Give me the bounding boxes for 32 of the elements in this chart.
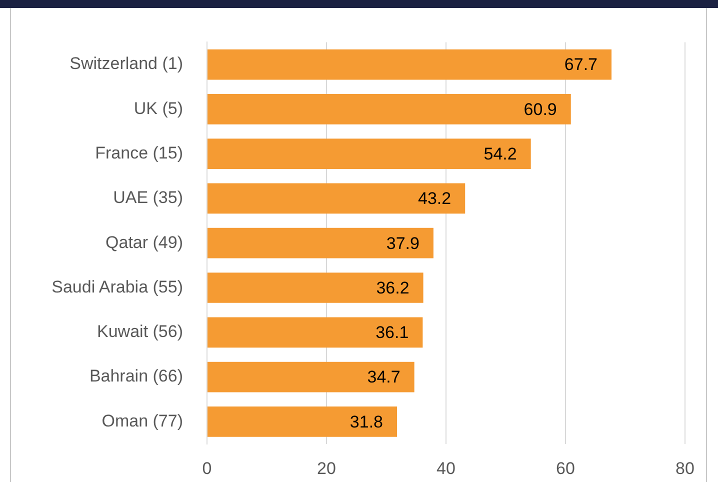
- bar: [208, 317, 423, 348]
- bar: [208, 362, 414, 392]
- data-label: 36.2: [376, 278, 410, 298]
- bar: [208, 94, 571, 124]
- data-label: 31.8: [350, 412, 384, 432]
- data-label: 37.9: [386, 234, 420, 253]
- x-tick-label: 0: [202, 458, 212, 478]
- data-label: 36.1: [376, 323, 409, 342]
- bar: [208, 138, 531, 169]
- y-tick-label: Kuwait (56): [97, 322, 183, 342]
- x-tick-label: 80: [676, 458, 694, 478]
- y-tick-label: Bahrain (66): [89, 366, 183, 386]
- bar: [208, 183, 466, 214]
- bar: [208, 406, 398, 437]
- x-tick-label: 40: [436, 458, 456, 478]
- y-tick-label: UK (5): [134, 98, 183, 118]
- y-tick-label: Saudi Arabia (55): [52, 277, 183, 296]
- bar: [208, 228, 434, 258]
- y-tick-label: France (15): [95, 144, 183, 162]
- y-tick-label: Qatar (49): [106, 232, 183, 252]
- y-tick-label: Switzerland (1): [70, 54, 183, 74]
- data-label: 54.2: [484, 144, 517, 164]
- y-tick-label: Oman (77): [102, 411, 183, 430]
- data-label: 67.7: [564, 55, 598, 74]
- data-label: 43.2: [418, 189, 452, 208]
- y-tick-label: UAE (35): [113, 188, 183, 208]
- x-tick-label: 20: [317, 458, 336, 478]
- data-label: 34.7: [367, 368, 400, 387]
- bar: [208, 272, 424, 303]
- x-tick-label: 60: [556, 458, 575, 478]
- bar: [208, 49, 612, 80]
- data-label: 60.9: [524, 100, 557, 119]
